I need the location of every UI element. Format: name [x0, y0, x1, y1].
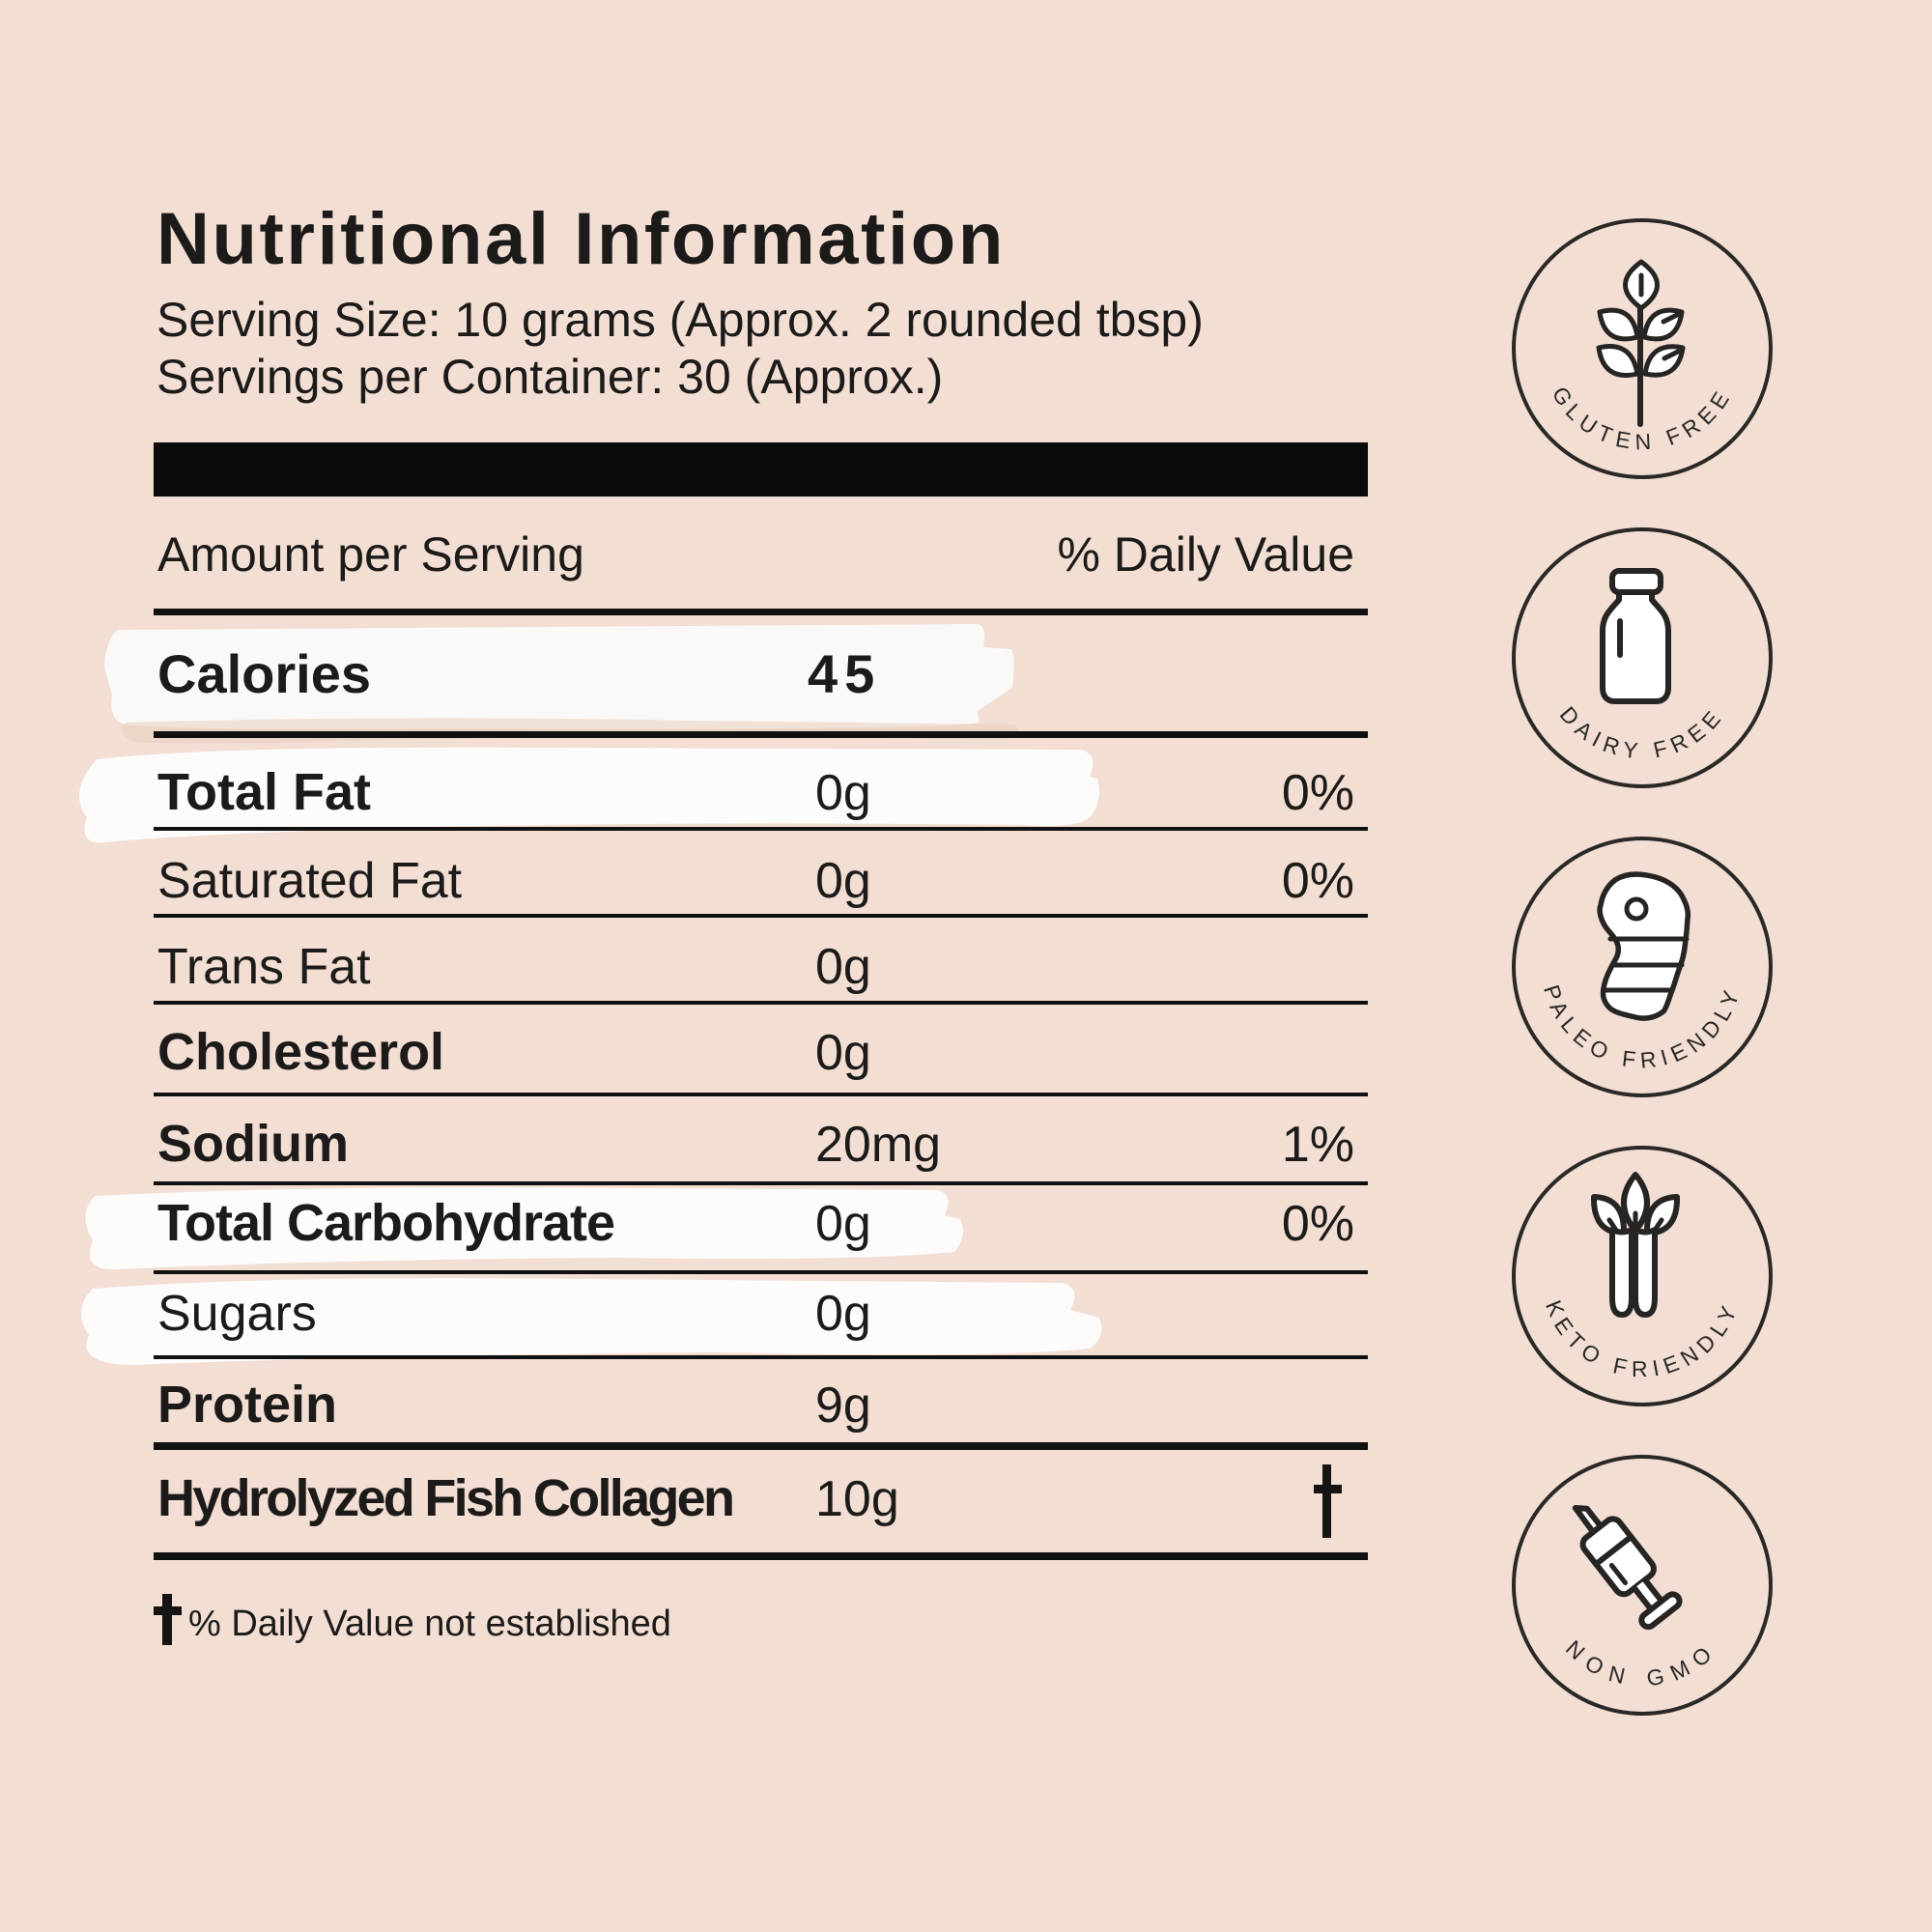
svg-text:NON GMO: NON GMO	[1561, 1635, 1723, 1691]
svg-text:DAIRY FREE: DAIRY FREE	[1555, 701, 1729, 763]
